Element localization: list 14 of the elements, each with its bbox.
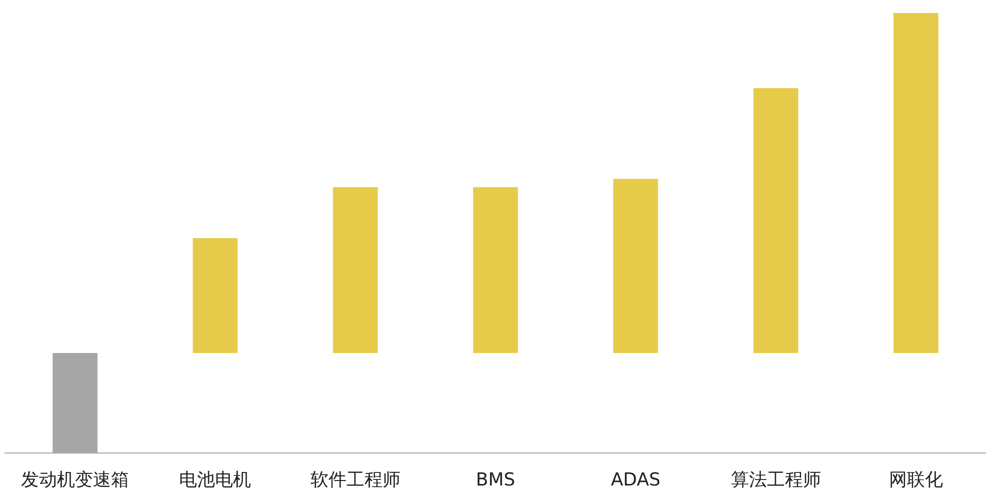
bar	[753, 88, 798, 354]
bar	[192, 238, 238, 354]
bar	[332, 187, 378, 354]
bar	[52, 353, 98, 453]
x-tick-label: ADAS	[610, 470, 660, 490]
x-tick-label: 软件工程师	[310, 470, 400, 490]
x-tick-label: 发动机变速箱	[21, 470, 130, 490]
bar	[473, 187, 518, 354]
x-tick-label: 网联化	[888, 470, 943, 490]
bar	[613, 178, 658, 354]
bar	[894, 13, 938, 354]
x-tick-label: BMS	[476, 470, 516, 490]
x-tick-label: 算法工程师	[730, 470, 821, 490]
x-tick-label: 电池电机	[179, 470, 252, 490]
